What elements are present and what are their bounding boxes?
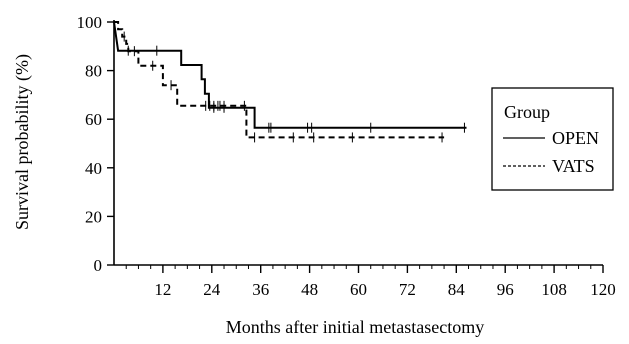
x-tick-label: 60 (350, 280, 367, 299)
legend-box (491, 87, 614, 191)
legend-entries: OPEN VATS (503, 128, 599, 176)
x-tick-label: 120 (590, 280, 616, 299)
series-layer (113, 21, 467, 143)
x-tick-label: 84 (448, 280, 466, 299)
x-axis-label: Months after initial metastasectomy (226, 317, 484, 337)
x-tick-label: 36 (252, 280, 269, 299)
y-ticks: 0 20 40 60 80 100 (77, 13, 114, 275)
y-tick-label: 100 (77, 13, 103, 32)
x-ticks: 12 24 36 48 60 72 84 96 108 120 (125, 265, 616, 299)
y-tick-label: 40 (85, 159, 102, 178)
x-tick-label: 96 (497, 280, 514, 299)
y-tick-label: 0 (94, 256, 103, 275)
y-tick-label: 60 (85, 110, 102, 129)
legend-title: Group (504, 102, 550, 122)
x-tick-label: 48 (301, 280, 318, 299)
y-tick-label: 80 (85, 62, 102, 81)
x-tick-label: 12 (154, 280, 171, 299)
y-axis-label: Survival probability (%) (12, 54, 33, 230)
series-line-open (113, 21, 467, 129)
series-line-vats (114, 21, 445, 139)
x-tick-label: 24 (203, 280, 221, 299)
legend-label-open: OPEN (552, 128, 599, 148)
x-tick-label: 72 (399, 280, 416, 299)
x-tick-label: 108 (541, 280, 567, 299)
y-tick-label: 20 (85, 207, 102, 226)
legend-label-vats: VATS (552, 156, 595, 176)
legend: Group OPEN VATS (491, 87, 614, 191)
